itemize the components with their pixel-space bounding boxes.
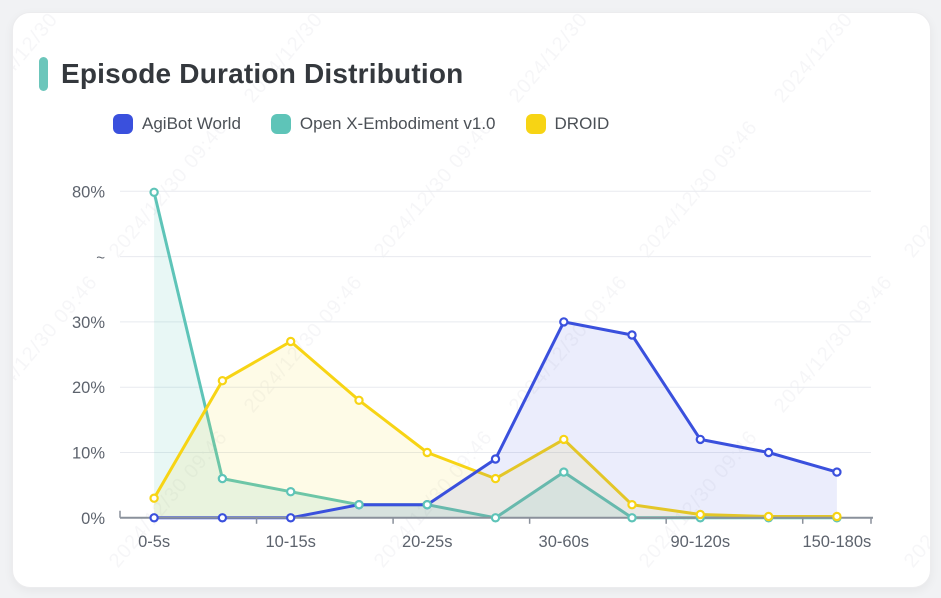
y-axis-label: 20%	[72, 379, 105, 397]
legend-label: Open X-Embodiment v1.0	[299, 114, 496, 133]
series-area-droid	[154, 341, 837, 518]
y-axis-break-label: ~	[96, 250, 105, 267]
data-point-droid[interactable]	[832, 511, 842, 522]
y-axis-label: 30%	[72, 314, 105, 332]
title-row: Episode Duration Distribution	[39, 56, 463, 92]
y-axis-label: 0%	[81, 510, 105, 528]
data-point-agibot-world[interactable]	[627, 330, 637, 340]
legend-item-open-x-embodiment[interactable]: Open X-Embodiment v1.0	[270, 114, 496, 134]
data-point-open-x-embodiment-v1-0[interactable]	[422, 500, 432, 510]
data-point-droid[interactable]	[286, 336, 296, 347]
x-axis-label: 10-15s	[265, 533, 315, 551]
data-point-droid[interactable]	[763, 511, 774, 522]
legend-swatch-open-x-embodiment	[270, 114, 291, 134]
legend-item-droid[interactable]: DROID	[525, 114, 610, 134]
data-point-agibot-world[interactable]	[286, 513, 296, 523]
line-chart-canvas[interactable]: 0-5s 10-15s 20-25s 30-60s 90-120s 150-180s 0% 1…	[13, 13, 930, 587]
x-axis-label: 30-60s	[539, 533, 589, 551]
data-point-open-x-embodiment-v1-0[interactable]	[217, 473, 228, 484]
data-point-open-x-embodiment-v1-0[interactable]	[490, 513, 501, 523]
legend-label: AgiBot World	[142, 114, 241, 133]
title-accent-bar	[39, 57, 48, 91]
legend-label: DROID	[554, 114, 610, 133]
data-point-open-x-embodiment-v1-0[interactable]	[627, 513, 637, 523]
legend-item-agibot-world[interactable]: AgiBot World	[113, 114, 241, 134]
data-point-open-x-embodiment-v1-0[interactable]	[149, 187, 159, 197]
x-axis-label: 90-120s	[670, 533, 730, 551]
data-point-open-x-embodiment-v1-0[interactable]	[286, 487, 296, 497]
page-title: Episode Duration Distribution	[61, 58, 464, 89]
legend-swatch-agibot-world	[113, 114, 133, 134]
data-point-droid[interactable]	[490, 473, 501, 484]
data-point-droid[interactable]	[695, 509, 706, 520]
x-axis-label: 20-25s	[402, 533, 452, 551]
data-point-droid[interactable]	[422, 447, 432, 458]
series-area-open-x-embodiment-v1-0	[154, 192, 837, 518]
data-point-agibot-world[interactable]	[559, 317, 569, 327]
data-point-droid[interactable]	[217, 376, 228, 386]
y-axis-label: 10%	[72, 445, 105, 463]
data-point-agibot-world[interactable]	[695, 434, 706, 445]
x-axis-label: 150-180s	[802, 533, 871, 551]
data-point-droid[interactable]	[559, 434, 569, 445]
data-point-agibot-world[interactable]	[832, 467, 842, 477]
data-point-open-x-embodiment-v1-0[interactable]	[354, 500, 364, 510]
data-point-agibot-world[interactable]	[490, 454, 501, 464]
y-axis-label: 80%	[72, 183, 105, 201]
data-point-agibot-world[interactable]	[763, 447, 774, 458]
data-point-droid[interactable]	[354, 395, 364, 405]
chart-legend: AgiBot World Open X-Embodiment v1.0 DROI…	[113, 114, 609, 134]
data-point-agibot-world[interactable]	[149, 513, 159, 523]
legend-swatch-droid	[525, 114, 546, 134]
data-point-agibot-world[interactable]	[217, 513, 228, 523]
data-point-droid[interactable]	[149, 493, 159, 503]
data-point-open-x-embodiment-v1-0[interactable]	[559, 467, 569, 477]
series-area-agibot-world	[154, 321, 837, 518]
x-axis-label: 0-5s	[138, 533, 170, 551]
data-point-droid[interactable]	[627, 500, 637, 510]
